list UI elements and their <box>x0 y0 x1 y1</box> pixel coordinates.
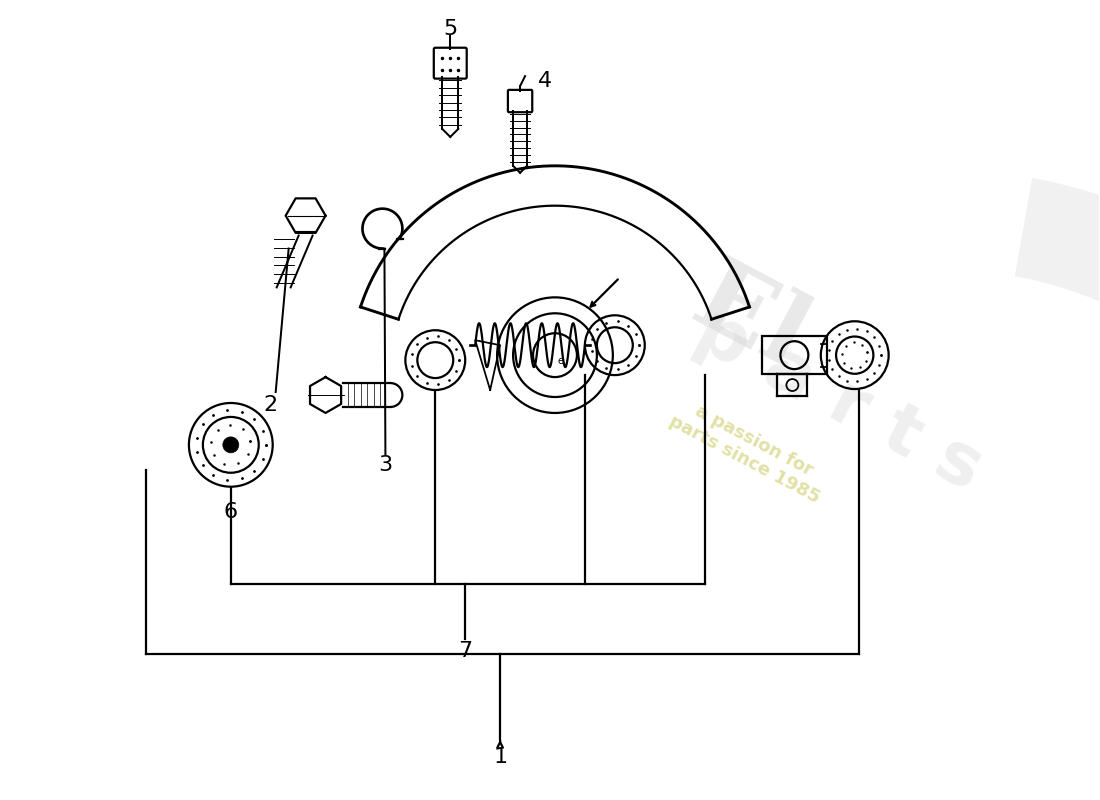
Text: a passion for
parts since 1985: a passion for parts since 1985 <box>667 394 833 506</box>
Text: 3: 3 <box>378 454 393 474</box>
Text: 5: 5 <box>443 19 458 39</box>
Text: 4: 4 <box>538 71 552 91</box>
Text: 6: 6 <box>223 502 238 522</box>
Text: e: e <box>558 356 564 366</box>
Text: p a r t s: p a r t s <box>684 296 994 504</box>
Text: El: El <box>676 250 823 390</box>
Circle shape <box>223 437 239 453</box>
Text: 7: 7 <box>459 641 472 661</box>
Polygon shape <box>1015 178 1100 732</box>
Text: 1: 1 <box>493 746 507 766</box>
Text: 2: 2 <box>264 395 278 415</box>
Bar <box>762 336 827 374</box>
